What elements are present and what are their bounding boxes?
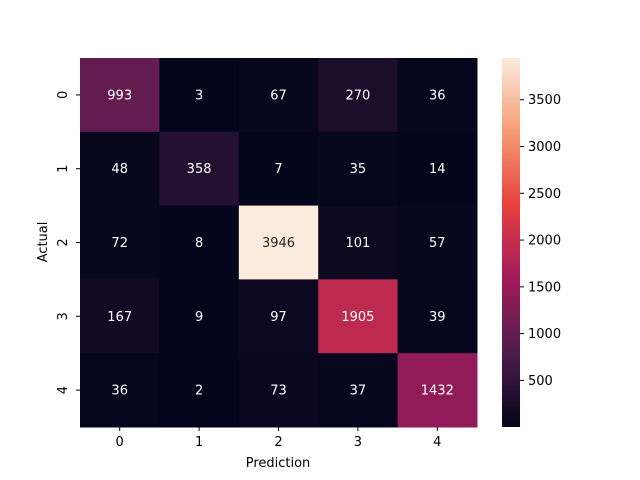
- cell-value-label: 57: [429, 236, 446, 251]
- cell-value-label: 1905: [341, 310, 374, 325]
- colorbar-tick-label: 2500: [528, 187, 561, 202]
- colorbar-tick-label: 3500: [528, 93, 561, 108]
- cell-value-label: 9: [195, 310, 203, 325]
- heatmap-cell: [397, 353, 478, 428]
- x-tick-label: 3: [354, 435, 362, 450]
- y-tick-label: 3: [56, 312, 71, 320]
- cell-value-label: 1432: [421, 384, 454, 399]
- y-tick-label: 0: [56, 91, 71, 99]
- heatmap-cell: [318, 131, 399, 207]
- cell-value-label: 2: [195, 384, 203, 399]
- y-axis-ticks: 0 1 2 3 4: [56, 91, 80, 394]
- x-tick-label: 2: [274, 435, 282, 450]
- colorbar-tick-label: 1500: [528, 280, 561, 295]
- cell-value-label: 993: [107, 88, 132, 103]
- cell-value-label: 167: [107, 310, 132, 325]
- heatmap-cell-labels: 993 3 67 270 36 48 358 7 35 14 72 8 3946 101 57 167 9 97 1…: [107, 88, 454, 398]
- cell-value-label: 37: [350, 384, 367, 399]
- heatmap-cell: [80, 58, 160, 133]
- cell-value-label: 7: [274, 162, 282, 177]
- heatmap-cells: [80, 58, 478, 428]
- y-tick-label: 4: [56, 386, 71, 394]
- colorbar-tick-label: 1000: [528, 327, 561, 342]
- colorbar-tick-label: 500: [528, 374, 553, 389]
- heatmap-cell: [318, 205, 399, 280]
- heatmap-cell: [80, 131, 160, 207]
- heatmap-cell: [80, 205, 160, 280]
- cell-value-label: 3: [195, 88, 203, 103]
- cell-value-label: 39: [429, 310, 446, 325]
- colorbar-tick-label: 2000: [528, 234, 561, 249]
- heatmap-cell: [80, 353, 160, 428]
- cell-value-label: 97: [270, 310, 287, 325]
- heatmap-cell: [318, 353, 399, 428]
- cell-value-label: 14: [429, 162, 446, 177]
- heatmap-cell: [159, 205, 240, 280]
- y-tick-label: 1: [56, 165, 71, 173]
- heatmap-cell: [397, 279, 478, 354]
- heatmap-cell: [318, 279, 399, 354]
- heatmap-cell: [318, 58, 399, 133]
- cell-value-label: 3946: [262, 236, 295, 251]
- heatmap-cell: [80, 279, 160, 354]
- heatmap-cell: [238, 205, 319, 280]
- heatmap-cell: [238, 58, 319, 133]
- cell-value-label: 358: [187, 162, 212, 177]
- cell-value-label: 72: [111, 236, 128, 251]
- x-axis-ticks: 0 1 2 3 4: [116, 427, 441, 450]
- colorbar-tick-label: 3000: [528, 140, 561, 155]
- x-tick-label: 0: [116, 435, 124, 450]
- x-tick-label: 1: [195, 435, 203, 450]
- cell-value-label: 48: [111, 162, 128, 177]
- heatmap-cell: [159, 353, 240, 428]
- heatmap-cell: [397, 58, 478, 133]
- heatmap-cell: [238, 131, 319, 207]
- cell-value-label: 101: [345, 236, 370, 251]
- heatmap-cell: [159, 58, 240, 133]
- cell-value-label: 73: [270, 384, 287, 399]
- cell-value-label: 36: [429, 88, 446, 103]
- heatmap-cell: [159, 131, 240, 207]
- y-tick-label: 2: [56, 238, 71, 246]
- x-axis-label: Prediction: [246, 456, 311, 471]
- colorbar: [502, 58, 520, 427]
- y-axis-label: Actual: [36, 222, 51, 263]
- heatmap-cell: [397, 205, 478, 280]
- heatmap-cell: [397, 131, 478, 207]
- heatmap-cell: [238, 279, 319, 354]
- colorbar-ticks: 500 1000 1500 2000 2500 3000 3500: [520, 93, 561, 389]
- cell-value-label: 36: [111, 384, 128, 399]
- x-tick-label: 4: [433, 435, 441, 450]
- cell-value-label: 8: [195, 236, 203, 251]
- cell-value-label: 67: [270, 88, 287, 103]
- cell-value-label: 270: [345, 88, 370, 103]
- cell-value-label: 35: [350, 162, 367, 177]
- heatmap-cell: [238, 353, 319, 428]
- heatmap-cell: [159, 279, 240, 354]
